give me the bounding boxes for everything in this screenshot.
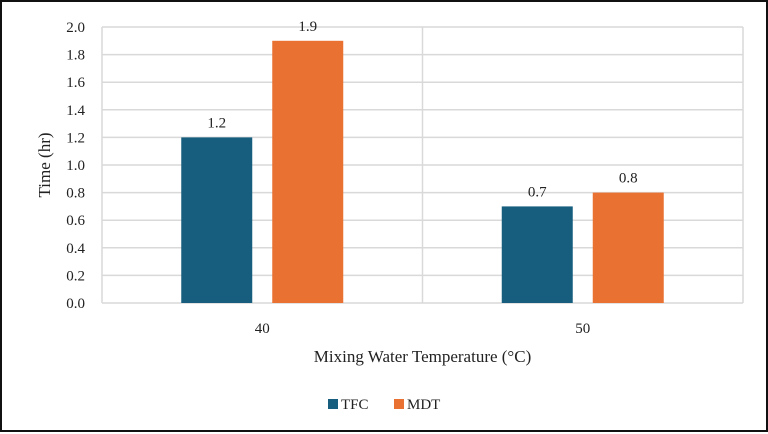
x-axis-title: Mixing Water Temperature (°C) [314,347,531,366]
y-tick-labels: 0.0 0.2 0.4 0.6 0.8 1.0 1.2 1.4 1.6 1.8 2.0 [66,20,85,312]
legend: TFC MDT [328,397,440,413]
bar-tfc-50 [501,206,573,303]
data-label: 0.8 [619,171,638,187]
data-label: 0.7 [528,184,547,200]
data-labels: 1.2 1.9 0.7 0.8 [207,19,637,201]
y-tick-label: 0.6 [66,213,85,229]
y-tick-label: 0.8 [66,186,85,202]
bar-mdt-40 [272,40,344,304]
y-axis-title: Time (hr) [35,132,54,197]
x-tick-label: 50 [575,321,590,337]
x-tick-labels: 40 50 [255,321,591,337]
legend-label: TFC [341,397,369,413]
legend-swatch-mdt [394,399,404,409]
bar-mdt-50 [592,192,664,303]
legend-swatch-tfc [328,399,338,409]
y-tick-label: 1.2 [66,130,85,146]
bar-tfc-40 [181,137,253,303]
y-tick-label: 0.4 [66,241,85,257]
x-tick-label: 40 [255,321,270,337]
legend-label: MDT [407,397,440,413]
data-label: 1.2 [207,115,226,131]
y-tick-label: 1.6 [66,75,85,91]
bars [181,40,664,304]
y-tick-label: 2.0 [66,20,85,36]
y-tick-label: 1.8 [66,48,85,64]
y-tick-label: 0.0 [66,296,85,312]
y-tick-label: 1.4 [66,103,85,119]
y-tick-label: 0.2 [66,268,85,284]
y-tick-label: 1.0 [66,158,85,174]
data-label: 1.9 [298,19,317,35]
